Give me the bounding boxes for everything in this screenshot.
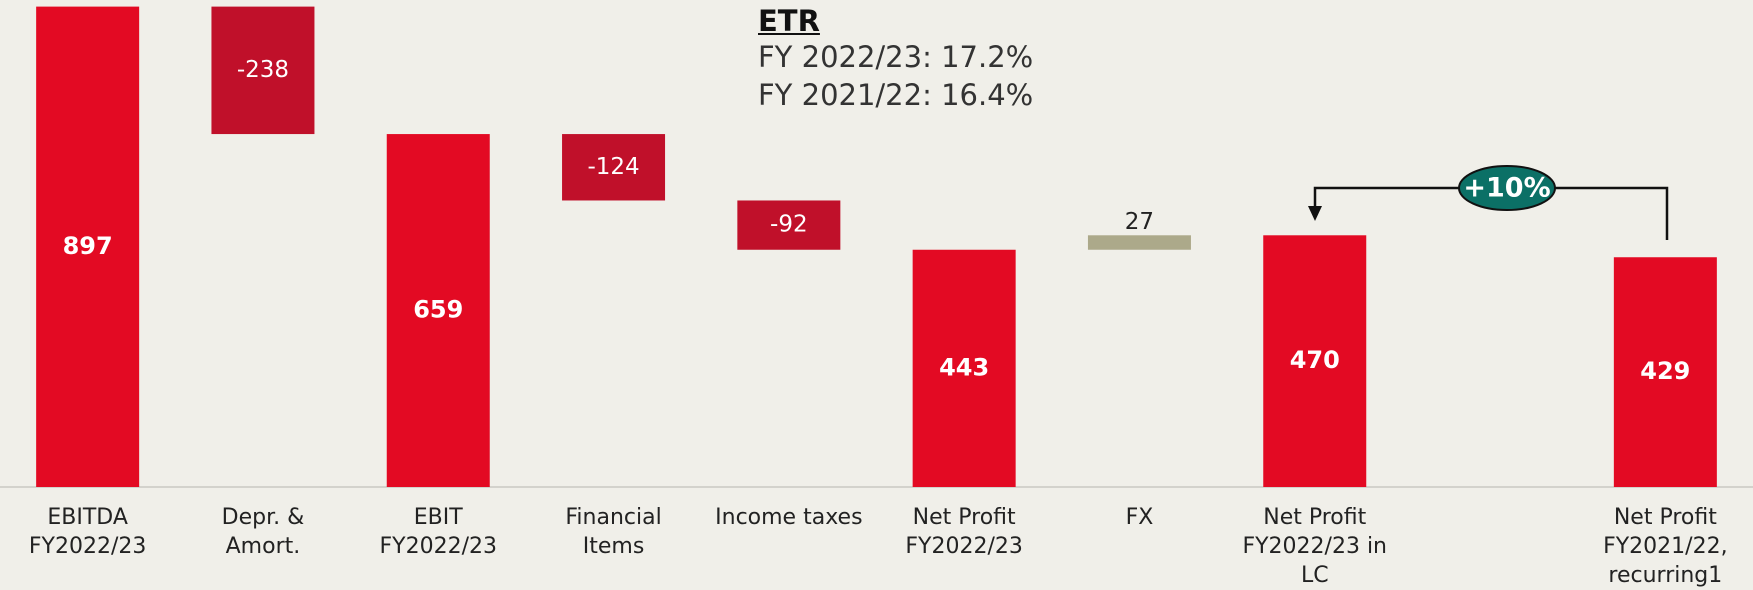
- value-label: -238: [237, 57, 289, 83]
- value-label: 429: [1640, 357, 1690, 385]
- value-label: 470: [1290, 346, 1340, 374]
- x-tick-label: Net Profit FY2021/22, recurring1: [1603, 505, 1728, 588]
- growth-badge: [1458, 165, 1556, 211]
- x-tick-label: Depr. & Amort.: [221, 505, 305, 559]
- bar: [562, 134, 666, 201]
- value-label: -124: [587, 154, 639, 180]
- value-label: 27: [1125, 209, 1154, 235]
- etr-line: FY 2022/23: 17.2%: [758, 40, 1034, 74]
- bar: [1263, 235, 1367, 487]
- x-tick-label: Net Profit FY2022/23: [905, 505, 1023, 559]
- value-label: 897: [63, 232, 113, 260]
- x-tick-label: FX: [1125, 505, 1154, 530]
- value-label: 443: [939, 353, 989, 381]
- arrow-head: [1308, 206, 1322, 221]
- bar: [211, 6, 315, 135]
- x-tick-label: Financial Items: [565, 505, 662, 559]
- x-tick-label: Income taxes: [715, 505, 863, 530]
- bar: [386, 134, 490, 487]
- bar: [737, 200, 841, 250]
- growth-label: +10%: [1463, 173, 1550, 204]
- x-tick-label: EBIT FY2022/23: [379, 505, 498, 559]
- etr-line: FY 2021/22: 16.4%: [758, 78, 1034, 112]
- x-tick-label: Net Profit FY2022/23 in LC: [1242, 505, 1388, 588]
- bar: [36, 6, 140, 488]
- value-label: -92: [770, 212, 808, 238]
- bar: [1613, 257, 1717, 487]
- bar: [1087, 235, 1191, 250]
- bar: [912, 249, 1016, 487]
- x-tick-label: EBITDA FY2022/23: [28, 505, 147, 559]
- value-label: 659: [413, 296, 463, 324]
- etr-title: ETR: [758, 4, 820, 38]
